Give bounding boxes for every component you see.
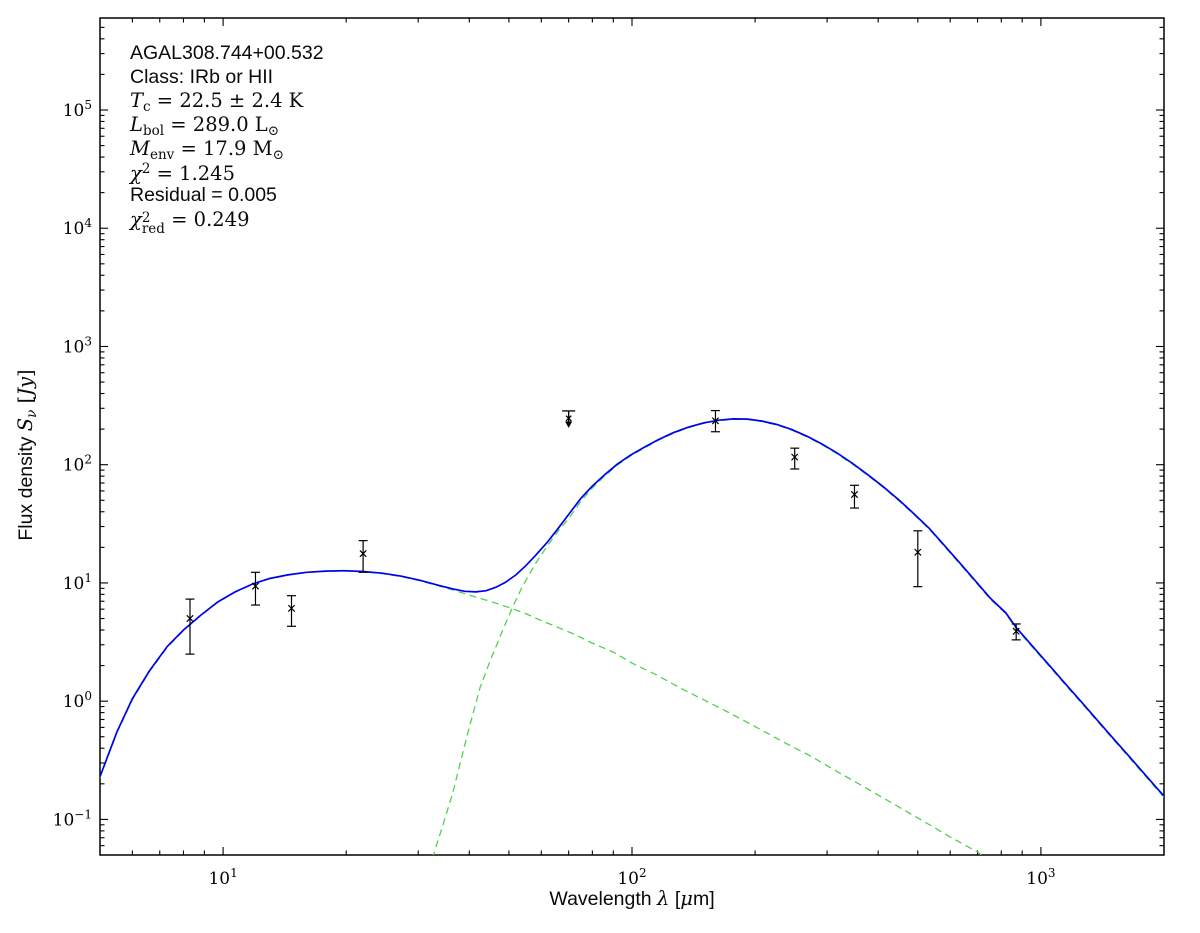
x-marker	[791, 453, 799, 461]
annotation-m-env: Menv = 17.9 M⊙	[130, 136, 284, 163]
annotation-chi2: χ2 = 1.245	[130, 160, 235, 185]
x-marker	[186, 614, 194, 623]
svg-text:105: 105	[63, 98, 92, 121]
x-marker	[1012, 627, 1020, 635]
data-points	[185, 409, 1021, 655]
svg-text:101: 101	[63, 571, 92, 594]
x-marker	[359, 549, 367, 558]
annotation-l-bol: Lbol = 289.0 L⊙	[130, 113, 280, 140]
svg-text:102: 102	[63, 453, 92, 476]
svg-text:101: 101	[208, 866, 237, 889]
svg-text:102: 102	[617, 866, 646, 889]
annotation-source-name: AGAL308.744+00.532	[130, 42, 324, 64]
y-tick-labels: 10−1 100 101 102 103 104 105	[53, 98, 93, 830]
y-axis-label: Flux density Sν [Jy]	[14, 369, 40, 541]
superscript-subscript-stack: 2 red	[141, 209, 165, 237]
x-marker	[850, 490, 859, 499]
svg-text:10−1: 10−1	[53, 807, 92, 830]
x-axis-label: Wavelength λ [μm]	[549, 887, 715, 910]
annotation-class: Class: IRb or HII	[130, 65, 274, 88]
svg-text:104: 104	[63, 216, 93, 239]
x-marker	[287, 604, 296, 612]
x-marker	[711, 417, 720, 425]
x-tick-labels: 101 102 103	[208, 866, 1055, 889]
warm-component-curve	[100, 570, 983, 855]
axis-ticks	[100, 18, 1164, 855]
x-marker	[251, 582, 260, 590]
cold-component-curve	[432, 418, 1164, 855]
svg-text:103: 103	[63, 334, 92, 357]
total-model-curve	[100, 418, 1164, 797]
upper-limit-marker	[562, 410, 576, 428]
annotation-residual: Residual = 0.005	[130, 184, 277, 207]
annotation-chi2-red: χ 2 red = 0.249	[130, 207, 250, 237]
svg-text:100: 100	[63, 689, 92, 712]
svg-text:103: 103	[1026, 866, 1055, 889]
annotation-t-cold: Tc = 22.5 ± 2.4 K	[130, 89, 304, 116]
x-marker	[914, 548, 922, 556]
